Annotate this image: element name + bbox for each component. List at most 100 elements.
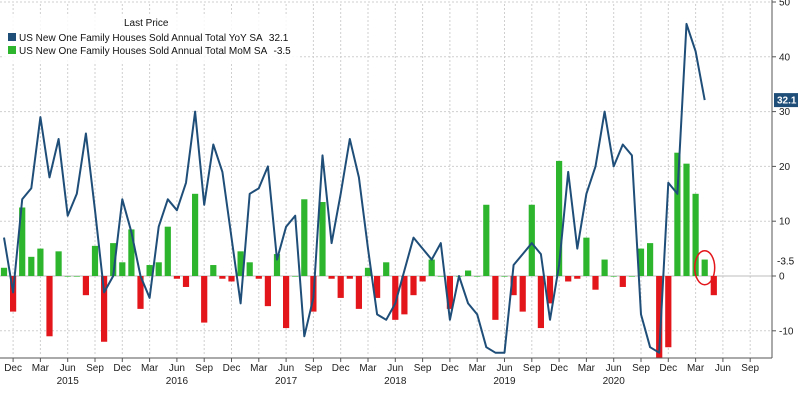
mom-bar (574, 276, 581, 279)
mom-bar (237, 251, 244, 276)
x-tick-label: Jun (606, 363, 622, 374)
x-tick-label: Mar (359, 363, 377, 374)
mom-bar (556, 160, 563, 276)
mom-bar (501, 276, 508, 277)
mom-bar (110, 243, 117, 276)
x-tick-label: Mar (32, 363, 50, 374)
x-tick-label: Sep (632, 363, 650, 374)
y-tick-label: 30 (779, 107, 791, 118)
mom-bar (419, 276, 426, 282)
mom-bar (28, 256, 35, 276)
mom-bar (410, 276, 417, 296)
mom-bar (519, 276, 526, 312)
mom-bar (656, 276, 663, 359)
legend-swatch-mom (8, 46, 16, 54)
x-year-label: 2018 (384, 376, 407, 387)
mom-bar (392, 276, 399, 320)
mom-bar (0, 267, 8, 276)
x-tick-label: Mar (469, 363, 487, 374)
mom-bar (255, 276, 262, 279)
annotation-circle (693, 250, 716, 286)
x-tick-label: Jun (715, 363, 731, 374)
x-tick-label: Dec (659, 363, 677, 374)
x-tick-label: Mar (141, 363, 159, 374)
x-tick-label: Dec (332, 363, 350, 374)
y-tick-label: 0 (779, 272, 785, 283)
mom-bar (164, 226, 171, 276)
x-tick-label: Dec (441, 363, 459, 374)
mom-bar (510, 276, 517, 296)
mom-bar (301, 199, 308, 276)
yoy-line (3, 22, 706, 354)
mom-bar (601, 259, 608, 276)
mom-bar (383, 262, 390, 276)
mom-bar (583, 237, 590, 276)
mom-bar (128, 229, 135, 276)
mom-bar (565, 276, 572, 282)
svg-text:US New One Family Houses Sold: US New One Family Houses Sold Annual Tot… (19, 46, 291, 57)
x-tick-label: Jun (496, 363, 512, 374)
x-tick-label: Sep (741, 363, 759, 374)
annotation (693, 250, 716, 286)
mom-bar (346, 276, 353, 279)
x-tick-label: Jun (387, 363, 403, 374)
x-tick-label: Sep (305, 363, 323, 374)
mom-bar (101, 276, 108, 342)
x-tick-label: Jun (60, 363, 76, 374)
mom-bar (465, 270, 472, 276)
mom-bar (619, 276, 626, 287)
mom-bar (401, 276, 408, 315)
mom-bar (647, 243, 654, 276)
y-tick-label: -10 (779, 326, 794, 337)
mom-bar (173, 276, 180, 279)
mom-bar (328, 276, 335, 279)
mom-bar (437, 276, 444, 277)
x-tick-label: Dec (4, 363, 22, 374)
yoy-series-line (3, 22, 706, 354)
mom-bar (474, 276, 481, 277)
x-tick-label: Sep (523, 363, 541, 374)
x-tick-label: Mar (687, 363, 705, 374)
x-year-label: 2016 (166, 376, 189, 387)
mom-bar (192, 193, 199, 276)
mom-bar (683, 163, 690, 276)
mom-bar (492, 276, 499, 320)
x-tick-label: Sep (195, 363, 213, 374)
mom-bar (228, 276, 235, 282)
y-tick-label: 40 (779, 52, 791, 63)
x-tick-label: Mar (578, 363, 596, 374)
mom-bar (64, 276, 71, 277)
mom-bar (528, 204, 535, 276)
mom-bar (537, 276, 544, 329)
legend-value-yoy: 32.1 (269, 33, 289, 44)
mom-bar (137, 276, 144, 309)
mom-bar (319, 202, 326, 276)
x-year-label: 2015 (57, 376, 80, 387)
mom-last-value: -3.5 (777, 257, 795, 268)
x-year-label: 2020 (603, 376, 626, 387)
mom-bar (37, 248, 44, 276)
mom-bar (119, 262, 126, 276)
x-tick-label: Sep (86, 363, 104, 374)
mom-bar (628, 276, 635, 277)
mom-bar (273, 254, 281, 276)
legend-value-mom: -3.5 (274, 46, 292, 57)
mom-bar (592, 276, 599, 290)
mom-bar (374, 276, 381, 298)
mom-bar (674, 152, 681, 276)
mom-bar (364, 267, 372, 276)
mom-bar (146, 265, 153, 276)
mom-bar (73, 276, 80, 277)
mom-bar (483, 204, 490, 276)
legend-label-mom: US New One Family Houses Sold Annual Tot… (19, 46, 268, 57)
legend-label-yoy: US New One Family Houses Sold Annual Tot… (19, 33, 263, 44)
x-tick-label: Jun (278, 363, 294, 374)
mom-bar (546, 276, 554, 304)
mom-bar (201, 276, 208, 323)
mom-bar (55, 251, 62, 276)
mom-bar (292, 276, 299, 277)
mom-bar (155, 262, 162, 276)
x-year-label: 2019 (493, 376, 516, 387)
y-tick-label: 50 (779, 0, 791, 9)
x-tick-label: Dec (113, 363, 131, 374)
